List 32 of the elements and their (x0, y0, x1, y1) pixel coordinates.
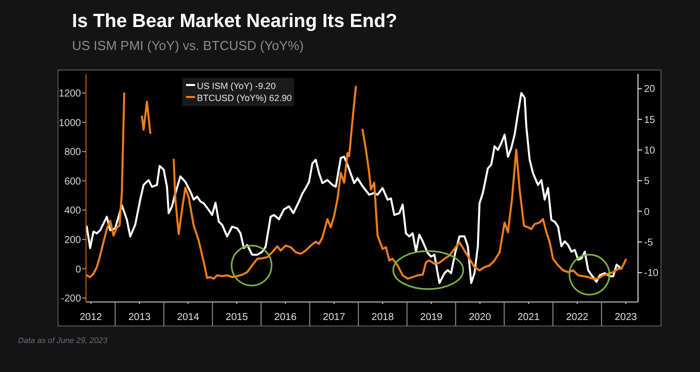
x-tick-label: 2016 (274, 312, 297, 323)
x-tick-label: 2022 (566, 312, 589, 323)
x-tick-label: 2019 (420, 312, 443, 323)
legend-label: BTCUSD (YoY%) 62.90 (197, 93, 292, 103)
x-tick-label: 2018 (372, 312, 394, 323)
y-tick-label: 600 (64, 176, 82, 188)
x-tick-label: 2013 (128, 312, 152, 323)
x-tick-label: 2023 (614, 312, 638, 323)
text: Data as of June 29, 2023 (18, 336, 108, 345)
y-tick-label: -200 (60, 294, 82, 305)
legend-label: US ISM (YoY) -9.20 (197, 81, 276, 91)
y-tick-label: 0 (75, 264, 82, 276)
y-tick-label: 1000 (58, 118, 82, 129)
x-tick-label: 2017 (322, 312, 346, 323)
y2-tick-label: 0 (644, 206, 650, 218)
y2-tick-label: 20 (644, 84, 656, 96)
chart-subtitle: US ISM PMI (YoY) vs. BTCUSD (YoY%) (72, 38, 304, 53)
x-tick-label: 2012 (80, 312, 102, 323)
y2-tick-label: -5 (644, 237, 654, 248)
y2-tick-label: 15 (644, 114, 656, 126)
y-tick-label: 400 (64, 206, 82, 217)
chart-title: Is The Bear Market Nearing Its End? (72, 11, 398, 32)
y-tick-label: 1200 (58, 88, 82, 100)
x-tick-label: 2014 (177, 312, 200, 323)
y-tick-label: 200 (64, 234, 82, 246)
y-tick-label: 800 (64, 147, 82, 158)
x-tick-label: 2021 (517, 312, 540, 323)
y2-tick-label: 5 (644, 176, 650, 188)
y2-tick-label: -10 (644, 268, 659, 280)
x-tick-label: 2020 (468, 312, 492, 323)
y2-tick-label: 10 (644, 146, 656, 156)
x-tick-label: 2015 (226, 312, 248, 323)
